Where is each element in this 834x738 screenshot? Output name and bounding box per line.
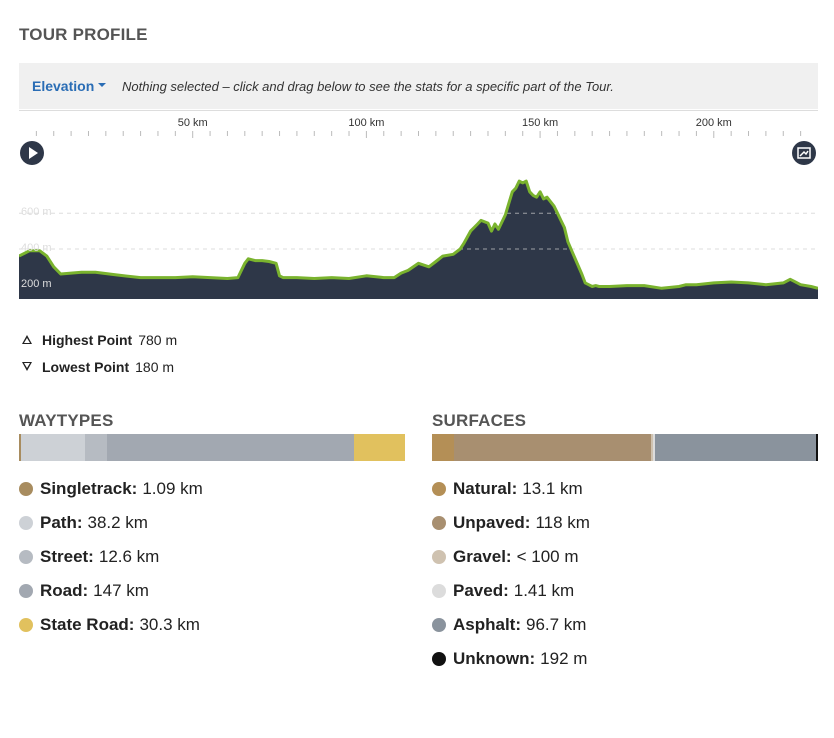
surfaces-legend-item[interactable]: Gravel: < 100 m [432, 540, 590, 574]
legend-label: Street: [40, 547, 94, 566]
elevation-dropdown-label: Elevation [32, 78, 95, 94]
triangle-up-icon [22, 334, 32, 344]
page-title: TOUR PROFILE [19, 25, 148, 44]
x-tick-label: 150 km [522, 117, 559, 129]
legend-value: 118 km [535, 513, 590, 532]
surfaces-legend-item[interactable]: Paved: 1.41 km [432, 574, 590, 608]
elevation-dropdown[interactable]: Elevation [32, 78, 107, 94]
profile-toolbar: Elevation Nothing selected – click and d… [19, 63, 818, 109]
waytypes-legend: Singletrack: 1.09 km Path: 38.2 km Street: 12… [19, 472, 203, 642]
waytypes-bar-segment[interactable] [85, 434, 107, 461]
waytypes-legend-item[interactable]: State Road: 30.3 km [19, 608, 203, 642]
waytypes-legend-item[interactable]: Street: 12.6 km [19, 540, 203, 574]
legend-label: Gravel: [453, 547, 512, 566]
legend-value: < 100 m [516, 547, 579, 566]
caret-down-icon [98, 83, 107, 88]
surfaces-legend-item[interactable]: Unknown: 192 m [432, 642, 590, 676]
legend-label: Singletrack: [40, 479, 138, 498]
triangle-down-icon [22, 361, 32, 371]
legend-value: 147 km [93, 581, 149, 600]
legend-label: Natural: [453, 479, 518, 498]
surfaces-bar-segment[interactable] [650, 434, 653, 461]
play-button[interactable] [20, 141, 44, 165]
y-tick-label: 400 m [21, 241, 52, 254]
play-icon [29, 147, 38, 159]
surfaces-bar-segment[interactable] [654, 434, 816, 461]
legend-dot-icon [432, 482, 446, 496]
lowest-point: Lowest Point 180 m [22, 359, 174, 375]
surfaces-bar[interactable] [432, 434, 818, 461]
legend-label: Path: [40, 513, 83, 532]
surfaces-bar-segment[interactable] [816, 434, 818, 461]
legend-dot-icon [432, 550, 446, 564]
waytypes-legend-item[interactable]: Path: 38.2 km [19, 506, 203, 540]
legend-dot-icon [19, 550, 33, 564]
x-tick-label: 100 km [348, 117, 385, 129]
legend-label: Unknown: [453, 649, 536, 668]
y-tick-label: 600 m [21, 206, 52, 219]
waytypes-bar-segment[interactable] [106, 434, 354, 461]
waytypes-bar-segment[interactable] [19, 434, 21, 461]
legend-label: Unpaved: [453, 513, 531, 532]
legend-value: 13.1 km [522, 479, 583, 498]
y-tick-label: 200 m [21, 277, 52, 290]
elevation-line [19, 179, 818, 290]
highest-point-value: 780 m [138, 332, 178, 348]
surfaces-legend: Natural: 13.1 km Unpaved: 118 km Gravel: < 10… [432, 472, 590, 676]
surfaces-legend-item[interactable]: Unpaved: 118 km [432, 506, 590, 540]
highest-point-label: Highest Point [42, 332, 133, 348]
legend-value: 96.7 km [526, 615, 587, 634]
legend-value: 192 m [540, 649, 588, 668]
waytypes-legend-item[interactable]: Road: 147 km [19, 574, 203, 608]
elevation-chart-svg[interactable] [19, 110, 818, 300]
legend-value: 1.09 km [142, 479, 203, 498]
legend-value: 12.6 km [98, 547, 160, 566]
surfaces-bar-segment[interactable] [652, 434, 655, 461]
legend-dot-icon [19, 482, 33, 496]
lowest-point-value: 180 m [135, 359, 175, 375]
selection-hint: Nothing selected – click and drag below … [122, 79, 614, 94]
legend-value: 38.2 km [87, 513, 148, 532]
legend-label: State Road: [40, 615, 135, 634]
waytypes-bar[interactable] [19, 434, 406, 461]
legend-dot-icon [19, 618, 33, 632]
legend-value: 30.3 km [139, 615, 200, 634]
legend-label: Paved: [453, 581, 509, 600]
lowest-point-label: Lowest Point [42, 359, 130, 375]
elevation-chart[interactable]: 50 km 100 km 150 km 200 km 200 m 400 m 600 m [19, 110, 818, 300]
highest-point: Highest Point 780 m [22, 332, 177, 348]
surfaces-legend-item[interactable]: Asphalt: 96.7 km [432, 608, 590, 642]
waytypes-bar-segment[interactable] [21, 434, 86, 461]
legend-value: 1.41 km [513, 581, 575, 600]
legend-dot-icon [19, 584, 33, 598]
surfaces-bar-segment[interactable] [432, 434, 454, 461]
surfaces-bar-segment[interactable] [453, 434, 651, 461]
x-tick-label: 200 km [695, 117, 732, 129]
x-tick-label: 50 km [177, 117, 208, 129]
legend-label: Asphalt: [453, 615, 521, 634]
legend-dot-icon [432, 516, 446, 530]
legend-dot-icon [432, 618, 446, 632]
legend-dot-icon [432, 652, 446, 666]
legend-dot-icon [432, 584, 446, 598]
surfaces-legend-item[interactable]: Natural: 13.1 km [432, 472, 590, 506]
fullscreen-button[interactable] [792, 141, 816, 165]
legend-label: Road: [40, 581, 89, 600]
waytypes-bar-segment[interactable] [353, 434, 406, 461]
surfaces-title: SURFACES [432, 411, 527, 430]
waytypes-legend-item[interactable]: Singletrack: 1.09 km [19, 472, 203, 506]
elevation-area [19, 181, 818, 299]
legend-dot-icon [19, 516, 33, 530]
waytypes-title: WAYTYPES [19, 411, 114, 430]
fullscreen-icon [797, 147, 811, 159]
